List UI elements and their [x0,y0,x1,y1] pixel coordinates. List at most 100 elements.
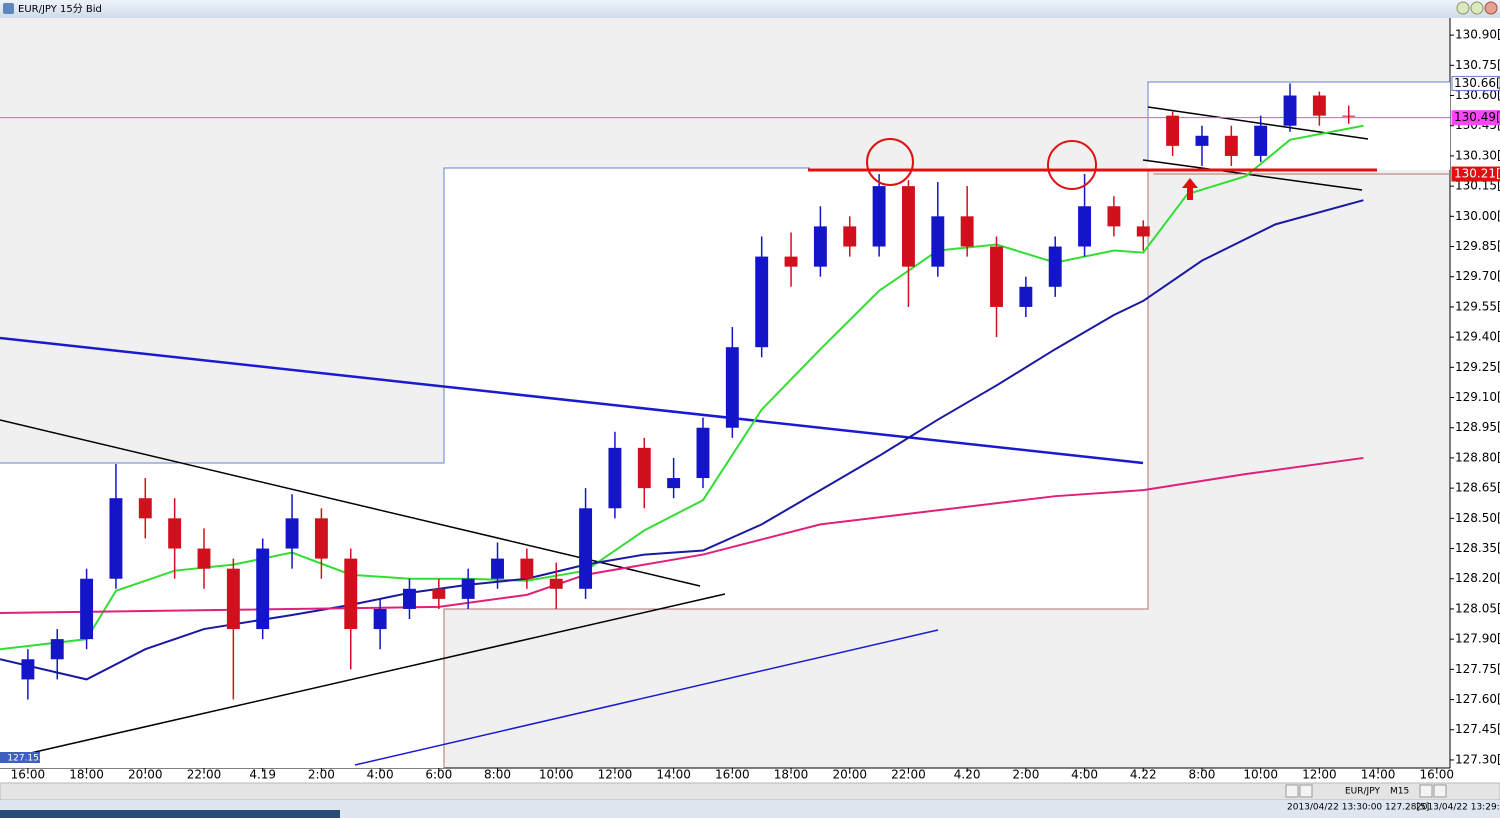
x-tick-label: 4:00 [367,768,394,782]
price-label: 130.49[6 [1454,110,1500,124]
taskbar [0,810,340,818]
x-tick-label: 4.22 [1130,768,1157,782]
range-box [0,463,444,768]
window-icon [3,3,14,14]
x-tick-label: 2:00 [1012,768,1039,782]
y-tick-label: 129.55[0 [1455,299,1500,313]
candle-body [901,186,915,267]
candle-body [608,447,622,509]
candle-body [21,659,35,680]
x-tick-label: 8:00 [484,768,511,782]
x-tick-label: 22:00 [891,768,926,782]
price-label: 130.66[2 [1454,76,1500,90]
x-tick-label: 10:00 [539,768,574,782]
x-tick-label: 18:00 [774,768,809,782]
trend-line [0,336,1144,465]
y-tick-label: 128.65[0 [1455,481,1500,495]
toolbar-button[interactable] [1433,784,1447,798]
highlight-circle [1047,140,1097,190]
y-tick-label: 130.90[0 [1455,28,1500,42]
price-label-box [1451,75,1500,91]
x-tick-label: 8:00 [1188,768,1215,782]
candle-body [256,548,270,630]
y-tick-label: 130.75[0 [1455,58,1500,72]
box-outline [1147,81,1450,160]
period-select[interactable]: M15 [1390,787,1409,797]
candle-body [491,558,504,579]
candle-body [931,216,945,267]
candle-body [138,498,152,519]
candle-body [1283,95,1297,126]
highlight-circle [866,138,914,186]
channel-line [1142,159,1363,191]
y-tick-label: 129.10[0 [1455,390,1500,404]
x-tick-label: 12:00 [598,768,633,782]
x-tick-label: 18:00 [69,768,104,782]
scroll-left[interactable] [1285,784,1299,798]
marker-box [0,752,40,763]
candle-body [1048,246,1062,287]
minimize-button[interactable] [1456,1,1470,15]
x-tick-label: 4.19 [249,768,276,782]
x-tick-label: 20:00 [832,768,867,782]
y-tick-label: 130.30[0 [1455,148,1500,162]
y-tick-label: 127.30[0 [1455,752,1500,766]
x-tick-label: 14:00 [656,768,691,782]
candle-body [403,588,416,609]
toolbar-button[interactable] [1419,784,1433,798]
marker-label: 127.152 [7,754,44,764]
candle-body [696,427,710,479]
x-tick-label: 2:00 [308,768,335,782]
candle-body [344,558,358,630]
price-label: 130.21[9 [1454,167,1500,181]
up-arrow [1182,178,1198,200]
tab-bar [0,782,1500,801]
candle-body [755,256,769,348]
candle-body [1019,286,1033,307]
close-button[interactable] [1484,1,1498,15]
candle-body [80,578,94,640]
y-tick-label: 129.85[0 [1455,239,1500,253]
annotations: 127.152 [0,138,1377,764]
candle-body [1224,135,1238,156]
candle-body [197,548,211,569]
trend-line [0,593,726,761]
moving-average [0,456,1364,614]
candle-body [1107,206,1121,227]
x-tick-label: 22:00 [187,768,222,782]
scroll-right[interactable] [1299,784,1313,798]
x-tick-label: 4:00 [1071,768,1098,782]
price-label-box [1451,110,1500,126]
symbol-select[interactable]: EUR/JPY [1345,787,1380,797]
y-tick-label: 129.25[0 [1455,360,1500,374]
range-box [1148,82,1450,170]
maximize-button[interactable] [1470,1,1484,15]
candle-body [520,558,534,579]
candle-body [579,508,593,589]
y-tick-label: 128.05[0 [1455,601,1500,615]
y-tick-label: 130.15[0 [1455,179,1500,193]
candle-body [314,518,328,559]
channel-line [1147,106,1369,140]
x-tick-label: 4.20 [954,768,981,782]
candle-body [813,226,827,267]
bid-status: 2013/04/22 13:30:00 127.28[5] [1287,803,1429,813]
trend-line [354,629,939,766]
y-tick-label: 127.60[0 [1455,692,1500,706]
candle-body [1195,135,1209,146]
x-tick-label: 16:00 [1419,768,1454,782]
candle-body [960,216,974,247]
candle-body [1078,206,1092,247]
price-axis [1450,18,1500,768]
x-tick-label: 16:00 [715,768,750,782]
candle-body [784,256,798,267]
time-axis [0,768,1500,783]
price-label-box [1451,166,1500,182]
x-tick-label: 10:00 [1243,768,1278,782]
candle-body [1342,115,1356,117]
candle-body [872,186,886,247]
y-tick-label: 128.50[0 [1455,511,1500,525]
y-tick-label: 128.95[0 [1455,420,1500,434]
candle-body [549,578,563,589]
